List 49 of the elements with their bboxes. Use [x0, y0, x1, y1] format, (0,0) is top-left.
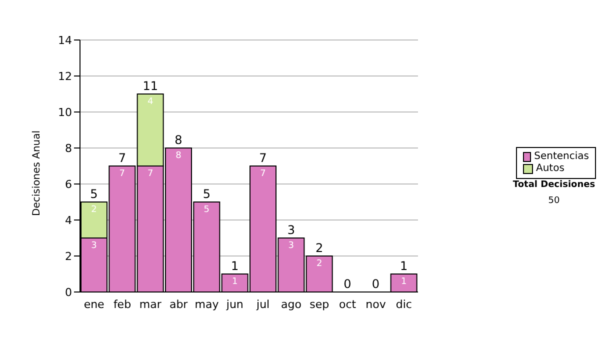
total-label: 3: [287, 223, 295, 237]
x-tick-label: jun: [225, 298, 244, 311]
data-label: 5: [204, 205, 210, 215]
legend-label: Autos: [536, 163, 564, 175]
total-label: 5: [202, 187, 210, 201]
y-tick-label: 14: [58, 34, 72, 47]
y-axis-title: Decisiones Anual: [32, 130, 43, 216]
y-tick-label: 8: [65, 142, 72, 155]
data-label: 2: [91, 205, 97, 215]
data-label: 3: [91, 241, 97, 251]
data-label: 3: [288, 241, 294, 251]
x-tick-label: nov: [366, 298, 386, 311]
data-label: 8: [176, 151, 182, 161]
x-tick-label: dic: [396, 298, 412, 311]
total-label: 5: [90, 187, 98, 201]
text: Total Decisiones: [512, 180, 596, 190]
x-tick-label: oct: [339, 298, 357, 311]
x-tick-label: mar: [139, 298, 162, 311]
total-label: 7: [118, 151, 126, 165]
total-label: 11: [142, 79, 158, 93]
y-tick-label: 4: [65, 214, 72, 227]
y-tick-label: 6: [65, 178, 72, 191]
data-label: 2: [316, 259, 322, 269]
data-label: 7: [147, 169, 154, 179]
x-tick-label: ago: [281, 298, 302, 311]
y-tick-label: 2: [65, 250, 72, 263]
total-label: 8: [174, 133, 182, 147]
data-label: 1: [400, 277, 407, 287]
data-label: 1: [232, 277, 238, 287]
total-label: 0: [344, 277, 352, 291]
text: 50: [547, 196, 561, 206]
y-tick-label: 0: [65, 286, 72, 299]
x-tick-label: feb: [113, 298, 132, 311]
total-label: 1: [400, 259, 408, 273]
x-tick-label: sep: [310, 298, 330, 311]
total-label: 0: [372, 277, 380, 291]
x-tick-label: jul: [256, 298, 270, 311]
y-tick-label: 12: [58, 70, 72, 83]
data-label: 4: [147, 97, 154, 107]
data-label: 7: [119, 169, 126, 179]
y-tick-label: 10: [58, 106, 72, 119]
legend-label: Sentencias: [534, 151, 589, 163]
data-label: 7: [260, 169, 266, 179]
x-tick-label: abr: [169, 298, 188, 311]
total-label: 7: [259, 151, 267, 165]
x-tick-label: may: [194, 298, 220, 311]
x-tick-label: ene: [84, 298, 105, 311]
total-label: 2: [316, 241, 324, 255]
total-label: 1: [231, 259, 239, 273]
